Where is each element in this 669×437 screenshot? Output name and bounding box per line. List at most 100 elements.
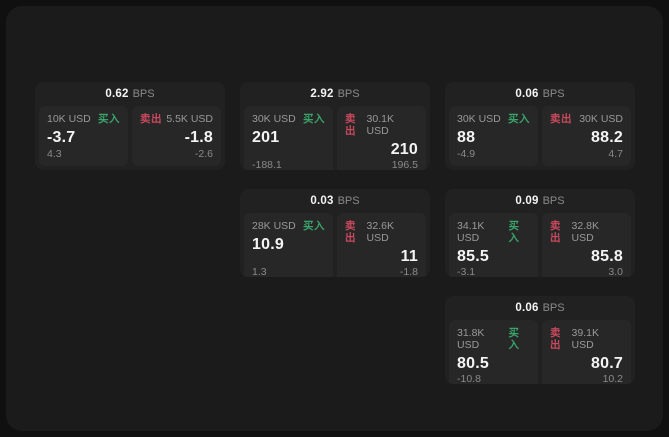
spread-value: 0.09 — [515, 195, 539, 207]
sell-top-row: 卖出 30K USD — [550, 113, 623, 125]
sell-delta: 4.7 — [608, 148, 623, 160]
buy-top-row: 28K USD 买入 — [252, 220, 325, 232]
quote-panels: 31.8K USD 买入 80.5 -10.8 卖出 39.1K USD 80.… — [445, 320, 635, 384]
buy-notional: 34.1K USD — [457, 220, 485, 244]
bps-unit-label: BPS — [337, 88, 360, 100]
buy-top-row: 30K USD 买入 — [457, 113, 530, 125]
quote-panels: 30K USD 买入 88 -4.9 卖出 30K USD 88.2 4.7 — [445, 106, 635, 170]
buy-price: 85.5 — [457, 248, 489, 265]
sell-label: 卖出 — [550, 327, 561, 351]
sell-top-row: 卖出 5.5K USD — [140, 113, 213, 125]
buy-delta: -4.9 — [457, 148, 476, 160]
spread-value: 0.03 — [310, 195, 334, 207]
sell-panel[interactable]: 卖出 32.8K USD 85.8 3.0 — [542, 213, 631, 277]
buy-top-row: 31.8K USD 买入 — [457, 327, 530, 351]
spread-header: 0.09 BPS — [445, 189, 635, 213]
buy-price: 88 — [457, 129, 476, 146]
spread-header: 0.06 BPS — [445, 296, 635, 320]
quote-card: 0.06 BPS 30K USD 买入 88 -4.9 卖出 30K USD 8… — [445, 82, 635, 170]
quote-panels: 34.1K USD 买入 85.5 -3.1 卖出 32.8K USD 85.8… — [445, 213, 635, 277]
buy-label: 买入 — [508, 220, 520, 244]
buy-panel[interactable]: 30K USD 买入 88 -4.9 — [449, 106, 538, 166]
sell-panel[interactable]: 卖出 30K USD 88.2 4.7 — [542, 106, 631, 166]
sell-price: 88.2 — [591, 129, 623, 146]
buy-top-row: 10K USD 买入 — [47, 113, 120, 125]
sell-top-row: 卖出 32.6K USD — [345, 220, 418, 244]
sell-price: 85.8 — [591, 248, 623, 265]
sell-notional: 32.6K USD — [366, 220, 394, 244]
buy-panel[interactable]: 10K USD 买入 -3.7 4.3 — [39, 106, 128, 166]
buy-panel[interactable]: 34.1K USD 买入 85.5 -3.1 — [449, 213, 538, 277]
quote-card: 0.03 BPS 28K USD 买入 10.9 1.3 卖出 32.6K US… — [240, 189, 430, 277]
sell-notional: 5.5K USD — [166, 113, 213, 125]
spread-header: 2.92 BPS — [240, 82, 430, 106]
buy-delta: -188.1 — [252, 159, 282, 170]
buy-notional: 10K USD — [47, 113, 91, 125]
sell-panel[interactable]: 卖出 30.1K USD 210 196.5 — [337, 106, 426, 170]
quote-card: 2.92 BPS 30K USD 买入 201 -188.1 卖出 30.1K … — [240, 82, 430, 170]
spread-header: 0.03 BPS — [240, 189, 430, 213]
buy-delta: 1.3 — [252, 266, 267, 277]
buy-delta: -10.8 — [457, 373, 481, 384]
buy-label: 买入 — [98, 113, 120, 125]
quote-cards-grid: 0.62 BPS 10K USD 买入 -3.7 4.3 卖出 5.5K USD… — [35, 82, 635, 384]
buy-label: 买入 — [508, 113, 530, 125]
sell-top-row: 卖出 30.1K USD — [345, 113, 418, 137]
sell-label: 卖出 — [550, 220, 561, 244]
sell-label: 卖出 — [550, 113, 572, 125]
sell-label: 卖出 — [140, 113, 162, 125]
sell-delta: 196.5 — [391, 159, 418, 170]
sell-delta: 3.0 — [608, 266, 623, 277]
spread-value: 0.06 — [515, 302, 539, 314]
quote-card: 0.06 BPS 31.8K USD 买入 80.5 -10.8 卖出 39.1… — [445, 296, 635, 384]
sell-panel[interactable]: 卖出 39.1K USD 80.7 10.2 — [542, 320, 631, 384]
sell-label: 卖出 — [345, 113, 356, 137]
quote-panels: 30K USD 买入 201 -188.1 卖出 30.1K USD 210 1… — [240, 106, 430, 170]
buy-notional: 30K USD — [457, 113, 501, 125]
bps-unit-label: BPS — [542, 302, 565, 314]
bps-unit-label: BPS — [337, 195, 360, 207]
buy-delta: 4.3 — [47, 148, 62, 160]
buy-price: -3.7 — [47, 129, 76, 146]
quote-panels: 28K USD 买入 10.9 1.3 卖出 32.6K USD 11 -1.8 — [240, 213, 430, 277]
buy-label: 买入 — [508, 327, 520, 351]
sell-label: 卖出 — [345, 220, 356, 244]
quote-card: 0.62 BPS 10K USD 买入 -3.7 4.3 卖出 5.5K USD… — [35, 82, 225, 170]
bps-unit-label: BPS — [542, 195, 565, 207]
sell-delta: -1.8 — [399, 266, 418, 277]
sell-price: 210 — [390, 141, 418, 158]
quote-card: 0.09 BPS 34.1K USD 买入 85.5 -3.1 卖出 32.8K… — [445, 189, 635, 277]
sell-top-row: 卖出 39.1K USD — [550, 327, 623, 351]
buy-price: 80.5 — [457, 355, 489, 372]
spread-value: 0.06 — [515, 88, 539, 100]
bps-unit-label: BPS — [132, 88, 155, 100]
sell-price: 11 — [400, 248, 418, 265]
sell-notional: 30.1K USD — [366, 113, 394, 137]
buy-panel[interactable]: 30K USD 买入 201 -188.1 — [244, 106, 333, 170]
spread-header: 0.62 BPS — [35, 82, 225, 106]
sell-notional: 39.1K USD — [571, 327, 599, 351]
buy-label: 买入 — [303, 220, 325, 232]
sell-delta: 10.2 — [602, 373, 623, 384]
main-panel: 0.62 BPS 10K USD 买入 -3.7 4.3 卖出 5.5K USD… — [6, 6, 663, 431]
sell-delta: -2.6 — [194, 148, 213, 160]
sell-notional: 32.8K USD — [571, 220, 599, 244]
buy-price: 10.9 — [252, 236, 284, 253]
buy-notional: 30K USD — [252, 113, 296, 125]
spread-value: 2.92 — [310, 88, 334, 100]
buy-top-row: 30K USD 买入 — [252, 113, 325, 125]
sell-notional: 30K USD — [579, 113, 623, 125]
spread-value: 0.62 — [105, 88, 129, 100]
buy-delta: -3.1 — [457, 266, 476, 277]
buy-panel[interactable]: 28K USD 买入 10.9 1.3 — [244, 213, 333, 277]
sell-top-row: 卖出 32.8K USD — [550, 220, 623, 244]
spread-header: 0.06 BPS — [445, 82, 635, 106]
bps-unit-label: BPS — [542, 88, 565, 100]
quote-panels: 10K USD 买入 -3.7 4.3 卖出 5.5K USD -1.8 -2.… — [35, 106, 225, 170]
sell-panel[interactable]: 卖出 5.5K USD -1.8 -2.6 — [132, 106, 221, 166]
buy-top-row: 34.1K USD 买入 — [457, 220, 530, 244]
buy-label: 买入 — [303, 113, 325, 125]
sell-price: 80.7 — [591, 355, 623, 372]
buy-panel[interactable]: 31.8K USD 买入 80.5 -10.8 — [449, 320, 538, 384]
sell-panel[interactable]: 卖出 32.6K USD 11 -1.8 — [337, 213, 426, 277]
